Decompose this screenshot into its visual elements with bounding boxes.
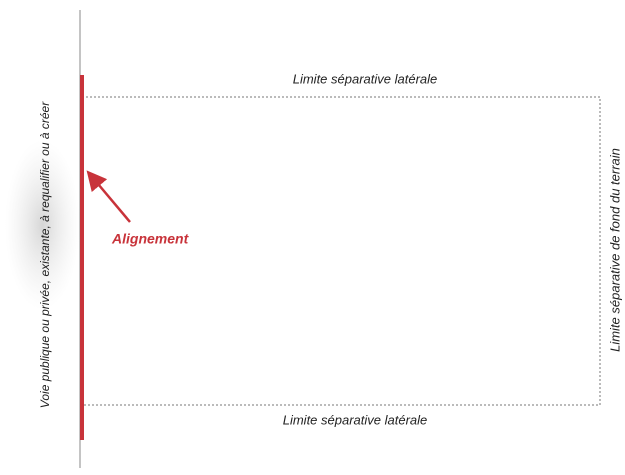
arrow [86,170,131,223]
street-label: Voie publique ou privée, existante, à re… [38,101,52,408]
parcel-outline [81,96,601,406]
right-label: Limite séparative de fond du terrain [607,148,622,352]
top-label: Limite séparative latérale [293,71,438,86]
shading [5,140,80,310]
annotation: Alignement [111,231,190,247]
bottom-label: Limite séparative latérale [283,412,428,427]
